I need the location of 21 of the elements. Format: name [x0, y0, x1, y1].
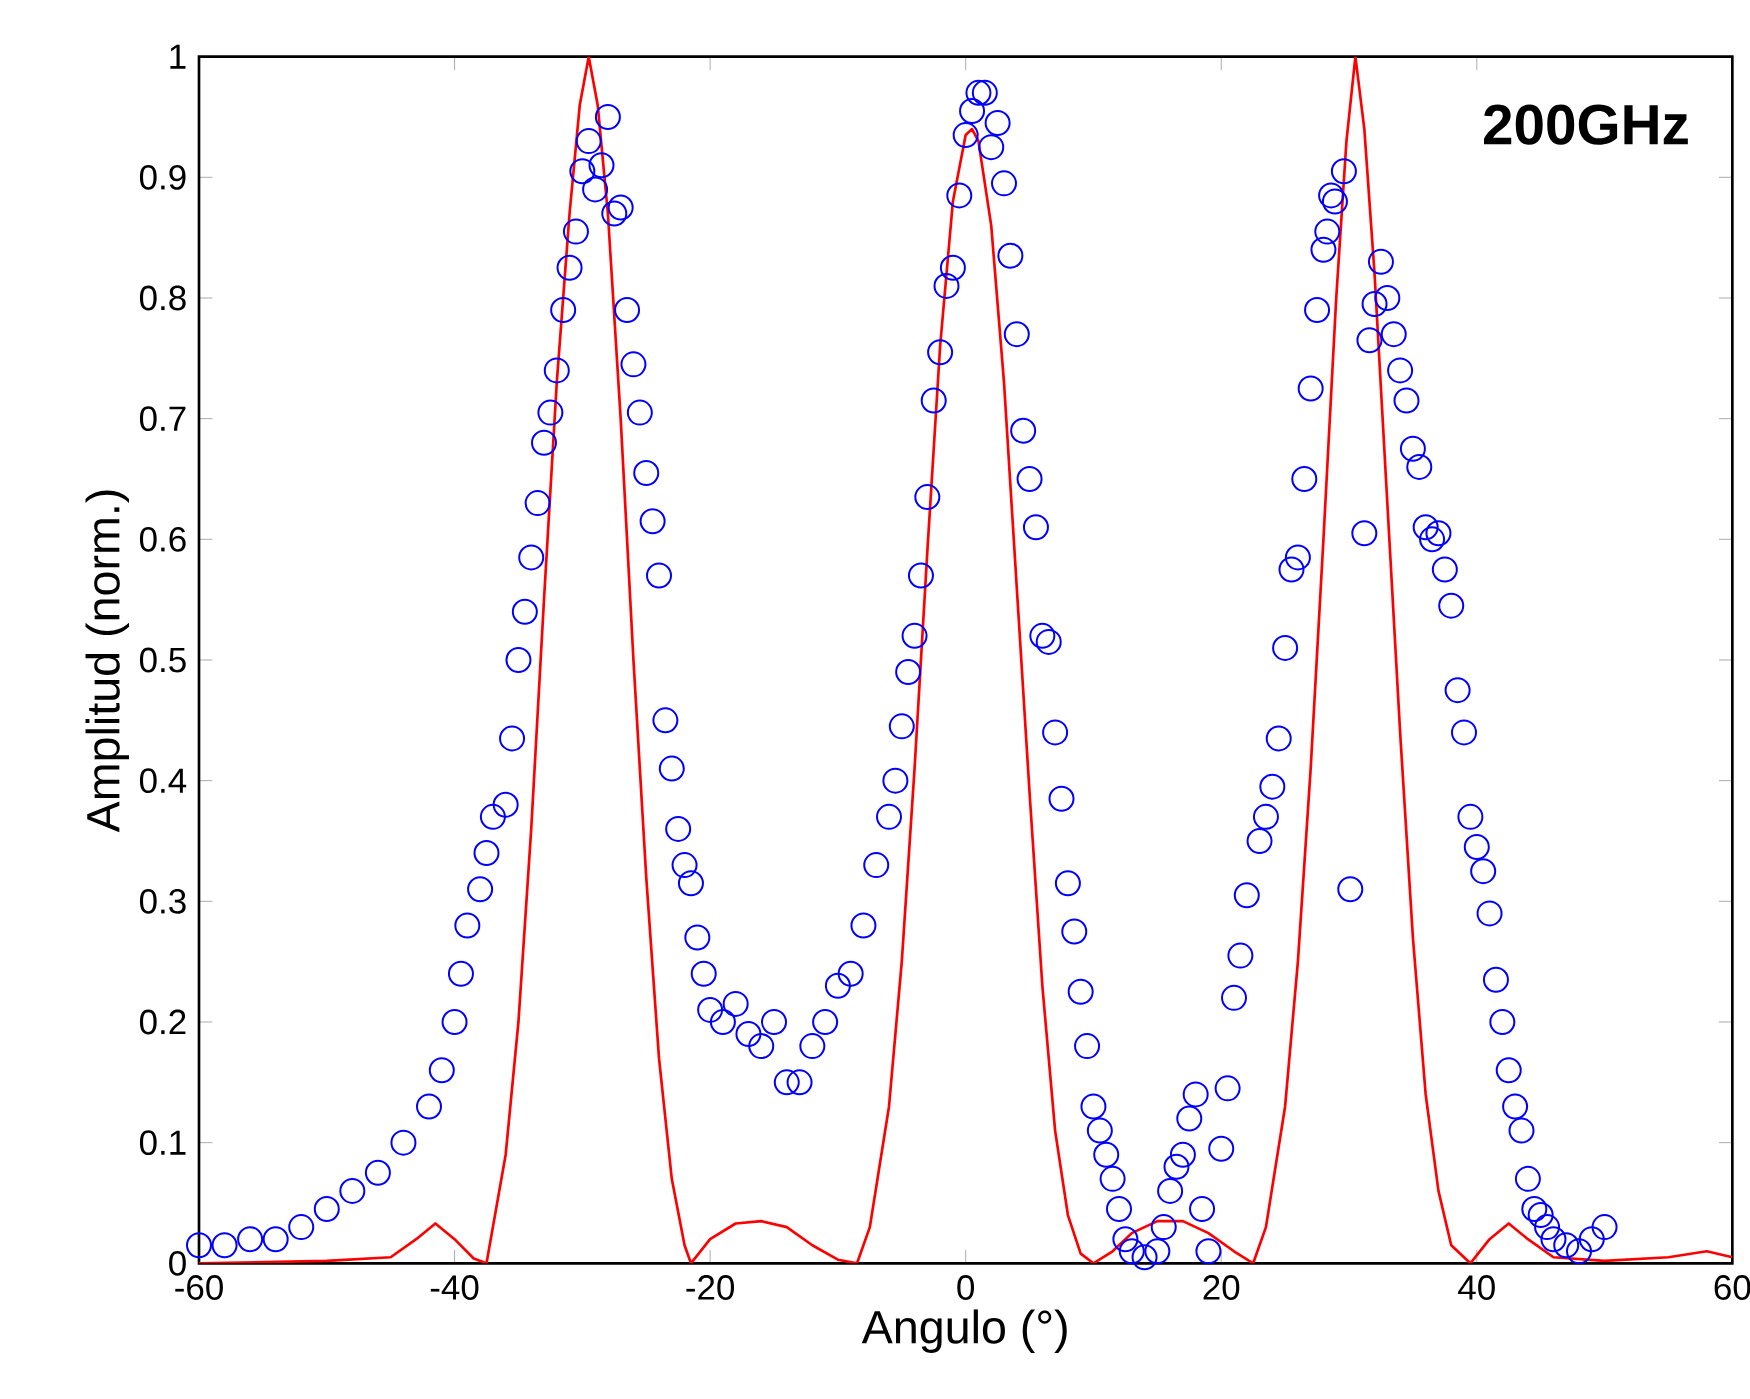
y-tick-label: 0.3: [139, 888, 186, 914]
x-tick-label: 20: [1203, 1275, 1240, 1300]
x-tick-label: 0: [957, 1275, 975, 1300]
y-tick-label: 0.6: [139, 526, 186, 552]
annotation: 200GHz: [1483, 104, 1688, 145]
y-tick-label: 0: [169, 1250, 186, 1276]
x-axis-title: Angulo (°): [861, 1309, 1067, 1353]
x-tick-label: 60: [1714, 1275, 1750, 1300]
y-axis-title: Amplitud (norm.): [85, 490, 130, 833]
y-tick-label: 1: [170, 44, 186, 69]
y-tick-label: 0.4: [139, 768, 187, 794]
y-tick-label: 0.9: [139, 164, 186, 190]
y-tick-label: 0.1: [139, 1130, 186, 1156]
y-tick-label: 0.2: [139, 1009, 186, 1035]
y-tick-label: 0.7: [139, 406, 186, 432]
x-tick-label: 40: [1458, 1275, 1495, 1300]
y-tick-label: 0.8: [139, 285, 186, 311]
x-tick-label: -20: [686, 1275, 735, 1300]
x-tick-label: -60: [175, 1275, 223, 1300]
x-tick-label: -40: [430, 1275, 479, 1300]
y-tick-label: 0.5: [139, 647, 186, 673]
